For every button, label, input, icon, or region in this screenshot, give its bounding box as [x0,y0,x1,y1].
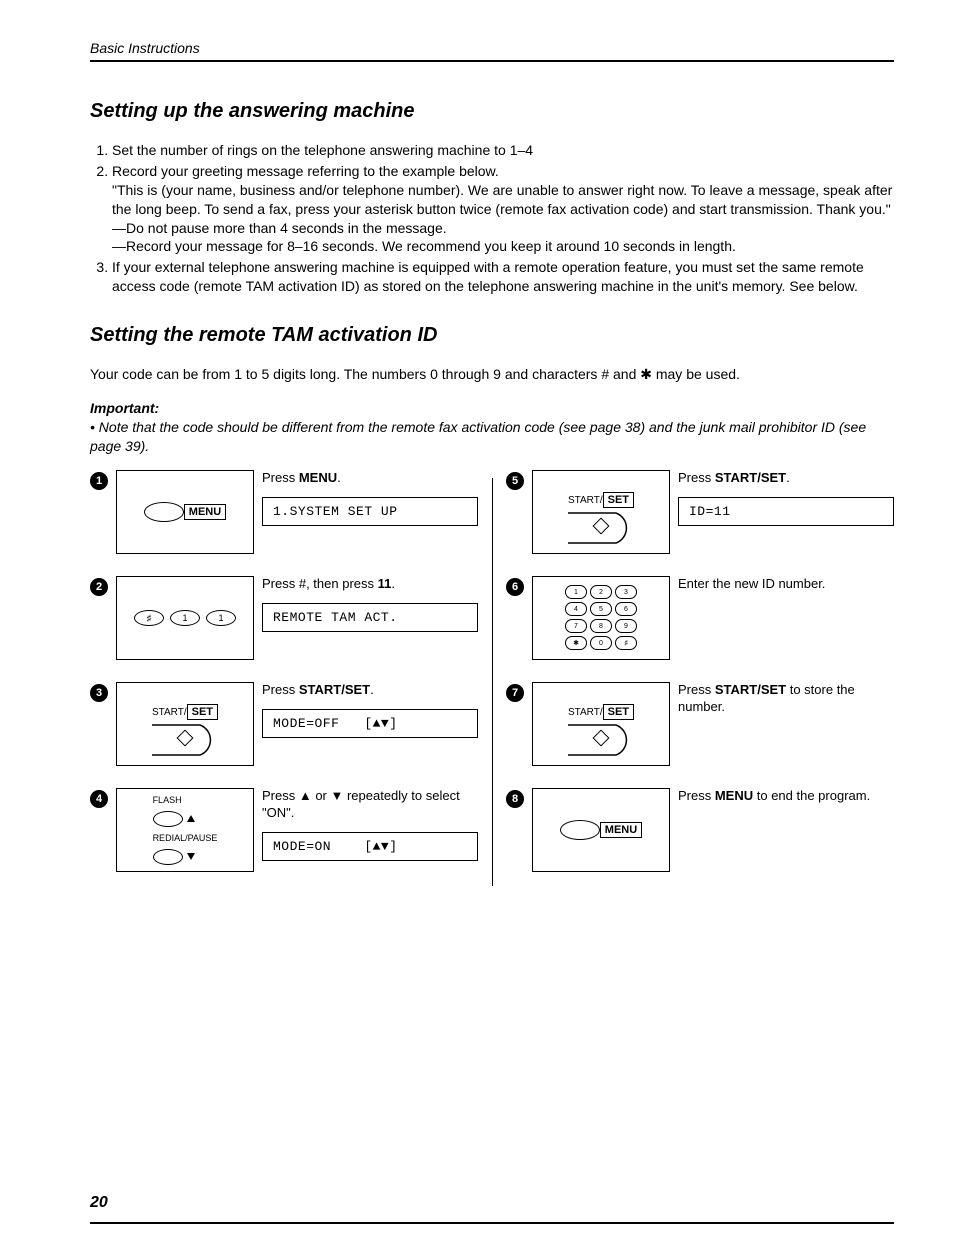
greeting-note-2: —Record your message for 8–16 seconds. W… [112,237,894,256]
step-8: 8 MENU Press MENU to end the program. [492,788,894,872]
triangle-up-icon [187,815,195,822]
list-item-3: If your external telephone answering mac… [112,258,894,296]
one-button-icon: 1 [170,610,200,626]
step-6-graphic: 123 456 789 ✱0♯ [532,576,670,660]
section1-title: Setting up the answering machine [90,100,894,123]
setup-list: Set the number of rings on the telephone… [90,141,894,296]
start-set-label: START/SET [568,704,634,720]
step-number: 1 [90,472,108,490]
left-column: 1 MENU Press MENU. 1.SYSTEM SET UP 2 [90,470,492,894]
greeting-note-1: —Do not pause more than 4 seconds in the… [112,219,894,238]
section2-title: Setting the remote TAM activation ID [90,324,894,347]
step-number: 7 [506,684,524,702]
triangle-down-icon [187,853,195,860]
page-number: 20 [90,1194,108,1212]
step-3-display: MODE=OFF [▲▼] [262,709,478,738]
step-8-graphic: MENU [532,788,670,872]
flash-label: FLASH [153,795,182,805]
step-4-instruction: Press ▲ or ▼ repeatedly to select "ON". [262,788,478,822]
greeting-example: "This is (your name, business and/or tel… [112,181,894,219]
step-2-display: REMOTE TAM ACT. [262,603,478,632]
step-7-instruction: Press START/SET to store the number. [678,682,894,716]
keypad-icon: 123 456 789 ✱0♯ [565,585,637,650]
step-5: 5 START/SET Press START/SET. [492,470,894,554]
step-number: 2 [90,578,108,596]
list-item-2: Record your greeting message referring t… [112,162,894,256]
list-item-1: Set the number of rings on the telephone… [112,141,894,160]
redial-label: REDIAL/PAUSE [153,833,218,843]
step-2-instruction: Press #, then press 11. [262,576,478,593]
step-3-graphic: START/SET [116,682,254,766]
menu-label: MENU [184,504,226,520]
important-note: • Note that the code should be different… [90,418,894,456]
step-2-graphic: ♯ 1 1 [116,576,254,660]
step-number: 6 [506,578,524,596]
hash-button-icon: ♯ [134,610,164,626]
bottom-rule [90,1222,894,1224]
step-7: 7 START/SET Press START/SET to sto [492,682,894,766]
step-7-graphic: START/SET [532,682,670,766]
step-5-graphic: START/SET [532,470,670,554]
step-2: 2 ♯ 1 1 Press #, then press 11. REMOTE T… [90,576,492,660]
page-header: Basic Instructions [90,40,894,62]
menu-label: MENU [600,822,642,838]
step-number: 3 [90,684,108,702]
one-button-icon: 1 [206,610,236,626]
start-set-label: START/SET [568,492,634,508]
start-set-label: START/SET [152,704,218,720]
step-4: 4 FLASH REDIAL/PAUSE Press ▲ or ▼ repeat… [90,788,492,872]
steps-grid: 1 MENU Press MENU. 1.SYSTEM SET UP 2 [90,470,894,894]
oval-button-icon [560,820,600,840]
step-6: 6 123 456 789 ✱0♯ Enter the new ID numbe… [492,576,894,660]
step-6-instruction: Enter the new ID number. [678,576,894,593]
step-number: 4 [90,790,108,808]
step-1: 1 MENU Press MENU. 1.SYSTEM SET UP [90,470,492,554]
step-1-instruction: Press MENU. [262,470,478,487]
step-number: 8 [506,790,524,808]
section2-intro: Your code can be from 1 to 5 digits long… [90,365,894,384]
step-3: 3 START/SET Press START/SET. [90,682,492,766]
column-divider [492,478,493,886]
step-5-instruction: Press START/SET. [678,470,894,487]
step-4-graphic: FLASH REDIAL/PAUSE [116,788,254,872]
important-header: Important: [90,400,894,416]
step-number: 5 [506,472,524,490]
right-column: 5 START/SET Press START/SET. [492,470,894,894]
step-5-display: ID=11 [678,497,894,526]
step-8-instruction: Press MENU to end the program. [678,788,894,805]
step-1-graphic: MENU [116,470,254,554]
step-4-display: MODE=ON [▲▼] [262,832,478,861]
step-3-instruction: Press START/SET. [262,682,478,699]
step-1-display: 1.SYSTEM SET UP [262,497,478,526]
oval-button-icon [144,502,184,522]
